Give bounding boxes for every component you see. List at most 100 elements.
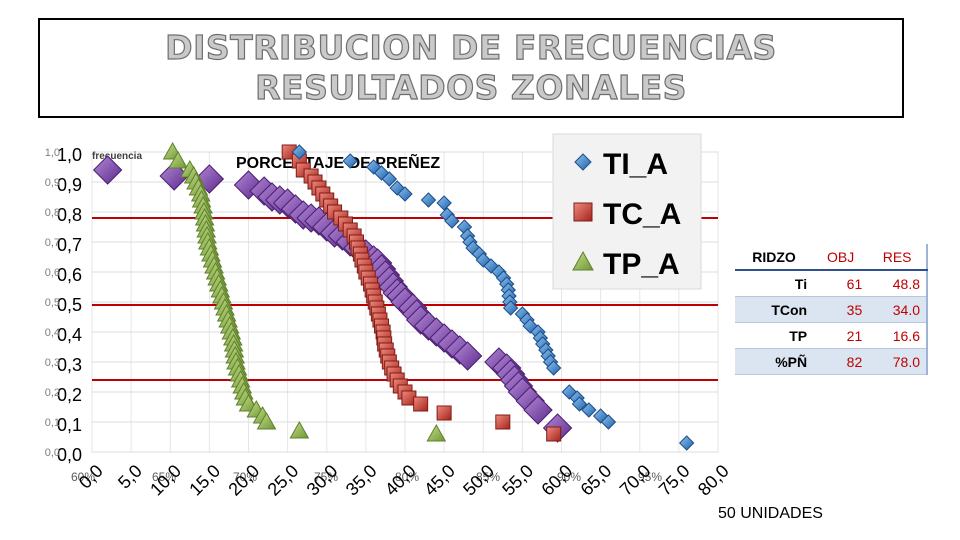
table-cell-res: 78.0 bbox=[868, 348, 927, 375]
table-row: %PÑ 82 78.0 bbox=[735, 348, 927, 375]
x-tick-label-secondary: 80% bbox=[395, 470, 419, 484]
table-cell-res: 34.0 bbox=[868, 296, 927, 323]
percentage-point bbox=[452, 341, 483, 371]
y-axis-label: frecuencia bbox=[92, 151, 142, 162]
table-header-ridzo: RIDZO bbox=[735, 244, 814, 271]
table-cell-res: 48.8 bbox=[868, 270, 927, 297]
tp-a-point bbox=[168, 150, 188, 169]
table-cell-obj: 35 bbox=[813, 296, 869, 323]
y-tick-label-secondary: 0,0 bbox=[45, 447, 60, 459]
x-tick-label: 15,0 bbox=[185, 461, 224, 500]
table-cell-obj: 61 bbox=[813, 270, 869, 297]
y-tick-label-secondary: 0,9 bbox=[45, 177, 60, 189]
legend-label: TP_A bbox=[603, 248, 680, 281]
x-tick-label: 30,0 bbox=[303, 461, 342, 500]
legend-label: TI_A bbox=[603, 148, 668, 181]
y-tick-label: 0,8 bbox=[57, 205, 82, 225]
table-row: TP 21 16.6 bbox=[735, 322, 927, 349]
table-header-obj: OBJ bbox=[813, 244, 869, 271]
y-tick-label: 0,1 bbox=[57, 415, 82, 435]
table-cell-obj: 21 bbox=[813, 322, 869, 349]
y-tick-label-secondary: 0,6 bbox=[45, 267, 60, 279]
tc-a-point bbox=[546, 426, 562, 442]
title-line-2: RESULTADOS ZONALES bbox=[255, 67, 687, 107]
x-tick-label: 40,0 bbox=[381, 461, 420, 500]
x-tick-label-secondary: 65% bbox=[152, 470, 176, 484]
x-tick-label: 25,0 bbox=[264, 461, 303, 500]
tp-a-point bbox=[256, 411, 277, 430]
y-tick-label: 0,0 bbox=[57, 445, 82, 465]
ti-a-point bbox=[600, 414, 617, 430]
table-cell-label: TP bbox=[735, 322, 814, 349]
legend-ti-a-marker bbox=[574, 153, 592, 171]
chart-subtitle: PORCENTAJE DE PREÑEZ bbox=[236, 152, 440, 172]
ti-a-point bbox=[581, 402, 597, 418]
x-tick-label-secondary: 60% bbox=[71, 470, 95, 484]
results-table: RIDZO OBJ RES Ti 61 48.8 TCon 35 34.0 TP… bbox=[735, 244, 928, 375]
x-tick-label: 60,0 bbox=[537, 461, 576, 500]
x-tick-label: 50,0 bbox=[459, 461, 498, 500]
x-tick-label-secondary: 70% bbox=[233, 470, 257, 484]
x-tick-label: 55,0 bbox=[498, 461, 537, 500]
y-tick-label: 0,3 bbox=[57, 355, 82, 375]
table-header-row: RIDZO OBJ RES bbox=[735, 244, 927, 271]
table-cell-obj: 82 bbox=[813, 348, 869, 375]
x-tick-label: 65,0 bbox=[577, 461, 616, 500]
ti-a-point bbox=[397, 186, 413, 202]
y-tick-label: 0,5 bbox=[57, 295, 82, 315]
title-box: DISTRIBUCION DE FRECUENCIAS RESULTADOS Z… bbox=[38, 18, 904, 118]
table-cell-res: 16.6 bbox=[868, 322, 927, 349]
x-tick-label: 70,0 bbox=[616, 461, 655, 500]
y-tick-label: 0,6 bbox=[57, 265, 82, 285]
x-tick-label: 10,0 bbox=[146, 461, 185, 500]
ti-a-point bbox=[444, 213, 460, 229]
table-row: Ti 61 48.8 bbox=[735, 270, 927, 297]
y-tick-label-secondary: 0,1 bbox=[45, 417, 60, 429]
ti-a-point bbox=[502, 300, 519, 316]
x-tick-label: 45,0 bbox=[420, 461, 459, 500]
x-tick-label: 35,0 bbox=[342, 461, 381, 500]
y-tick-label: 1,0 bbox=[57, 145, 82, 165]
ti-a-point bbox=[381, 171, 398, 187]
y-tick-label-secondary: 0,7 bbox=[45, 237, 60, 249]
x-tick-label: 20,0 bbox=[224, 461, 263, 500]
tp-a-point bbox=[426, 423, 447, 442]
title-line-1: DISTRIBUCION DE FRECUENCIAS bbox=[165, 27, 777, 67]
x-tick-label-secondary: 90% bbox=[557, 470, 581, 484]
table-row: TCon 35 34.0 bbox=[735, 296, 927, 323]
legend-tp-a-marker bbox=[572, 250, 594, 271]
ti-a-point bbox=[571, 396, 588, 412]
tc-a-point bbox=[413, 396, 429, 412]
y-tick-label: 0,7 bbox=[57, 235, 82, 255]
y-tick-label-secondary: 0,3 bbox=[45, 357, 60, 369]
ti-a-point bbox=[678, 435, 695, 451]
tp-a-point bbox=[289, 420, 310, 439]
table-cell-label: %PÑ bbox=[735, 348, 814, 375]
y-tick-label: 0,4 bbox=[57, 325, 82, 345]
ti-a-point bbox=[436, 195, 452, 211]
x-tick-label-secondary: 95% bbox=[638, 470, 662, 484]
x-tick-label-secondary: 85% bbox=[476, 470, 500, 484]
units-label: 50 UNIDADES bbox=[718, 505, 823, 522]
ti-a-point bbox=[420, 192, 437, 208]
x-tick-label-secondary: 75% bbox=[314, 470, 338, 484]
tc-a-point bbox=[495, 414, 511, 430]
y-tick-label: 0,2 bbox=[57, 385, 82, 405]
x-tick-label: 80,0 bbox=[694, 461, 733, 500]
y-tick-label-secondary: 0,5 bbox=[45, 297, 60, 309]
table-header-res: RES bbox=[868, 244, 927, 271]
x-tick-label: 5,0 bbox=[114, 461, 146, 493]
legend-label: TC_A bbox=[603, 198, 681, 231]
ti-a-point bbox=[545, 360, 562, 376]
y-tick-label-secondary: 0,8 bbox=[45, 207, 60, 219]
percentage-point bbox=[523, 395, 553, 425]
x-tick-label: 0,0 bbox=[75, 461, 107, 493]
legend-tc-a-marker bbox=[573, 202, 593, 222]
y-tick-label-secondary: 1,0 bbox=[45, 147, 60, 159]
percentage-point bbox=[92, 155, 123, 185]
tc-a-point bbox=[436, 405, 452, 421]
y-tick-label: 0,9 bbox=[57, 175, 82, 195]
table-cell-label: TCon bbox=[735, 296, 814, 323]
ti-a-point bbox=[291, 144, 308, 160]
